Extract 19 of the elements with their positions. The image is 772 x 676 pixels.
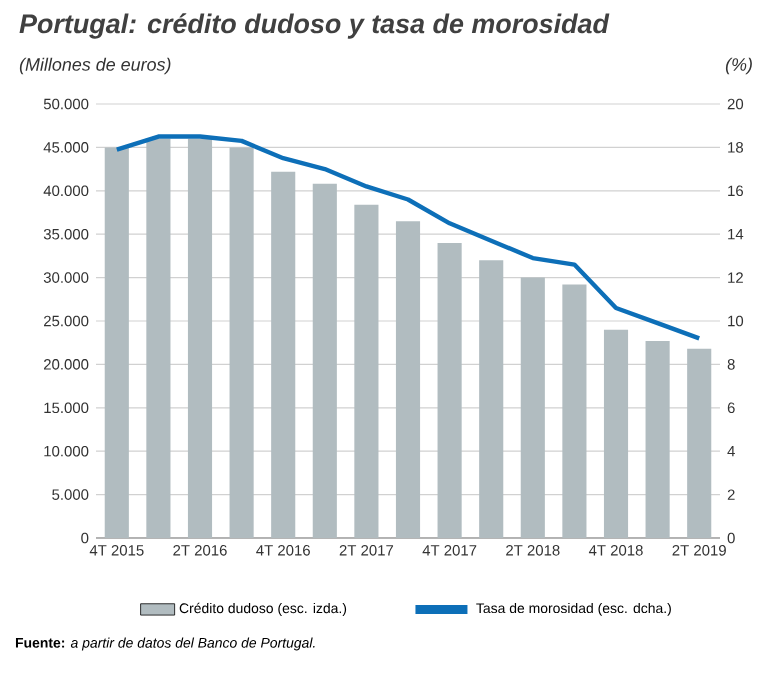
y2-axis-title: (%) [725,57,752,75]
bar [645,340,670,538]
bar [354,204,379,538]
bar [229,147,254,538]
bar [479,260,504,538]
bar [104,147,129,538]
bar [687,348,712,538]
bar [562,284,587,538]
bar [395,221,421,538]
bar [187,138,213,538]
chart-title: Portugal: crédito dudoso y tasa de morosidad [19,13,610,39]
bar [520,277,545,538]
bar [312,183,337,538]
bar [271,171,296,538]
line-series [114,134,702,341]
bar [146,138,171,538]
bar [603,329,629,538]
bar [437,242,462,538]
y-axis-title: (Millones de euros) [19,57,171,75]
